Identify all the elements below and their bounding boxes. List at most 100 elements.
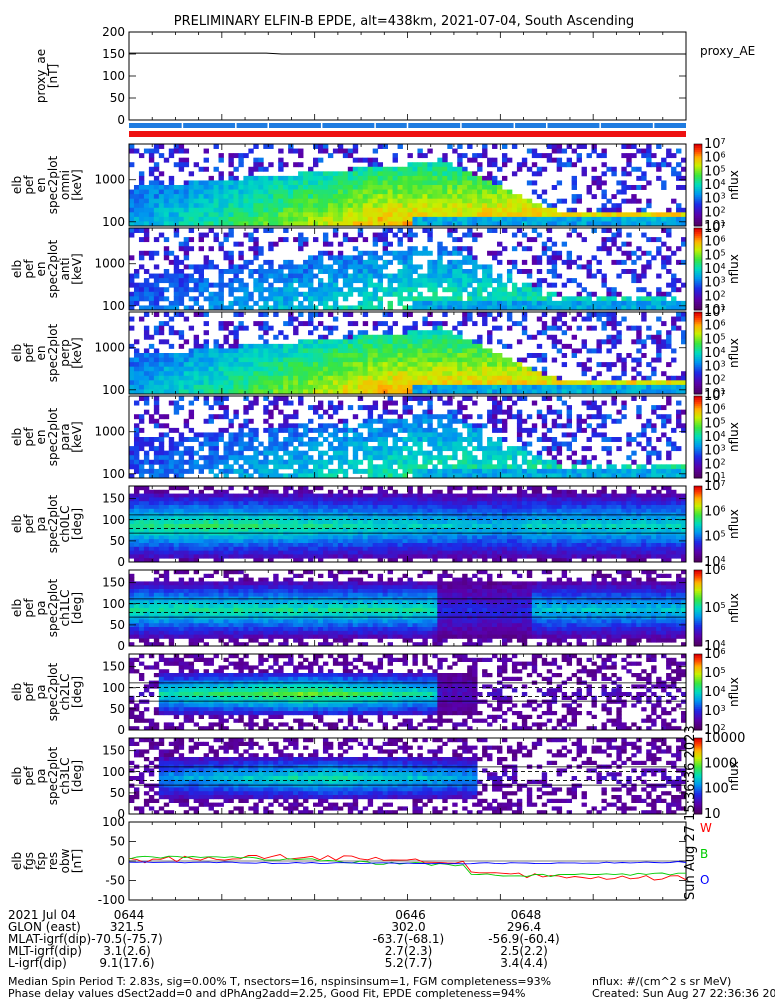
spectrogram-cell — [158, 212, 165, 218]
spectrogram-cell — [437, 353, 443, 358]
spectrogram-cell — [516, 389, 523, 395]
spectrogram-cell — [576, 296, 582, 302]
spectrogram-cell — [173, 148, 180, 154]
spectrogram-cell — [362, 418, 369, 424]
spectrogram-cell — [487, 273, 493, 279]
spectrogram-cell — [526, 380, 533, 386]
spectrogram-cell — [273, 278, 279, 284]
spectrogram-cell — [148, 418, 155, 424]
spectrogram-cell — [133, 300, 140, 306]
spectrogram-cell — [482, 362, 488, 368]
spectrogram-cell — [342, 148, 349, 154]
spectrogram-cell — [263, 348, 269, 354]
spectrogram-cell — [347, 203, 354, 209]
spectrogram-cell — [183, 250, 190, 256]
spectrogram-cell — [148, 300, 155, 306]
spectrogram-cell — [596, 339, 602, 345]
spectrogram-cell — [492, 198, 498, 204]
spectrogram-cell — [472, 384, 478, 390]
spectrogram-cell — [298, 384, 304, 390]
spectrogram-cell — [313, 296, 319, 302]
spectrogram-cell — [407, 450, 413, 456]
spectrogram-cell — [188, 207, 195, 213]
spectrogram-cell — [467, 296, 473, 302]
spectrogram-cell — [437, 437, 443, 442]
spectrogram-cell — [298, 162, 304, 168]
spectrogram-cell — [178, 162, 185, 168]
spectrogram-cell — [208, 221, 214, 227]
spectrogram-cell — [143, 212, 150, 218]
spectrogram-cell — [238, 300, 244, 306]
spectrogram-cell — [392, 273, 398, 279]
spectrogram-cell — [213, 216, 219, 222]
spectrogram-cell — [611, 194, 617, 200]
spectrogram-cell — [472, 380, 478, 386]
y-tick-label: 50 — [110, 91, 125, 105]
spectrogram-cell — [397, 228, 403, 233]
spectrogram-cell — [397, 437, 403, 442]
spectrogram-cell — [616, 189, 622, 195]
spectrogram-cell — [183, 450, 190, 456]
spectrogram-cell — [586, 153, 592, 159]
spectrogram-cell — [407, 255, 413, 261]
spectrogram-cell — [427, 343, 433, 349]
spectrogram-cell — [218, 171, 224, 177]
spectrogram-cell — [298, 348, 304, 354]
spectrogram-cell — [357, 459, 364, 465]
spectrogram-cell — [243, 432, 249, 438]
spectrogram-cell — [382, 362, 388, 368]
spectrogram-cell — [263, 189, 269, 195]
spectrogram-cell — [497, 189, 503, 195]
spectrogram-cell — [143, 396, 150, 401]
spectrogram-cell — [293, 198, 299, 204]
spectrogram-cell — [317, 171, 324, 177]
spectrogram-cell — [497, 207, 503, 213]
spectrogram-cell — [178, 366, 185, 372]
spectrogram-cell — [178, 362, 185, 368]
spectrogram-cell — [362, 339, 369, 345]
spectrogram-cell — [158, 216, 165, 222]
spectrogram-cell — [337, 405, 344, 411]
spectrogram-cell — [143, 362, 150, 368]
spectrogram-cell — [233, 166, 239, 172]
spectrogram-cell — [621, 305, 627, 311]
spectrogram-cell — [487, 300, 493, 306]
spectrogram-cell — [298, 450, 304, 456]
spectrogram-cell — [437, 175, 443, 181]
colorbar-cell — [694, 246, 702, 249]
spectrogram-cell — [536, 259, 543, 265]
spectrogram-cell — [263, 325, 269, 331]
spectrogram-cell — [472, 296, 478, 302]
spectrogram-cell — [566, 259, 573, 265]
spectrogram-cell — [387, 375, 393, 381]
spectrogram-cell — [417, 468, 423, 474]
spectrogram-cell — [367, 278, 374, 284]
spectrogram-cell — [611, 287, 617, 293]
spectrogram-cell — [208, 362, 214, 368]
spectrogram-cell — [268, 264, 274, 270]
spectrogram-cell — [392, 180, 398, 186]
spectrogram-cell — [477, 216, 483, 222]
spectrogram-cell — [531, 384, 538, 390]
spectrogram-cell — [606, 300, 612, 306]
spectrogram-cell — [258, 291, 264, 297]
spectrogram-cell — [352, 455, 359, 461]
spectrogram-cell — [432, 380, 438, 386]
colorbar-cell — [694, 340, 702, 344]
spectrogram-cell — [377, 427, 384, 433]
spectrogram-cell — [382, 175, 388, 181]
spectrogram-cell — [611, 212, 617, 218]
spectrogram-cell — [228, 423, 234, 429]
colorbar-cell — [694, 371, 702, 374]
spectrogram-cell — [268, 185, 274, 190]
spectrogram-cell — [536, 232, 543, 238]
spectrogram-cell — [143, 278, 150, 284]
spectrogram-cell — [168, 459, 175, 465]
spectrogram-cell — [432, 348, 438, 354]
spectrogram-cell — [308, 418, 314, 424]
spectrogram-cell — [611, 362, 617, 368]
spectrogram-cell — [208, 380, 214, 386]
spectrogram-cell — [342, 357, 349, 363]
spectrogram-cell — [228, 203, 234, 209]
spectrogram-cell — [447, 339, 453, 345]
